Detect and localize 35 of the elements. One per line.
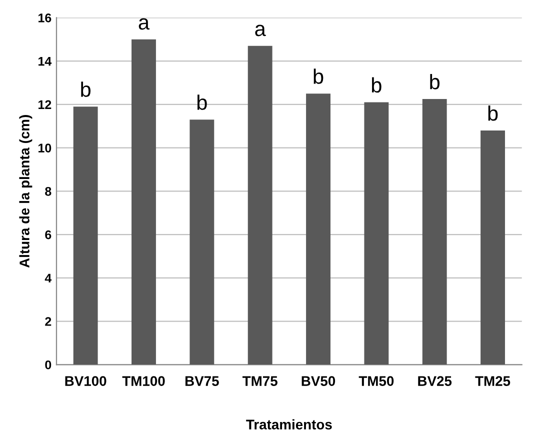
y-tick-label: 16 [38,13,52,22]
x-axis-title: Tratamientos [246,419,332,430]
y-tick-label: 12 [38,100,52,109]
annotation: a [138,18,150,30]
y-tick-label: 2 [45,317,52,326]
annotation: b [430,74,440,90]
y-tick-label: 14 [38,56,52,66]
y-axis-title: Altura de la planta (cm) [19,115,32,268]
x-tick-label: TM50 [358,376,394,386]
bar [132,39,156,365]
y-tick-label: 0 [45,360,52,370]
y-tick-label: 10 [38,144,52,152]
annotation: b [488,105,498,121]
x-tick-label: TM100 [122,376,165,386]
x-tick-label: BV50 [302,376,336,386]
annotation: b [314,68,324,84]
y-tick-label: 8 [45,186,52,196]
bar [190,120,214,365]
bar [364,102,389,365]
annotation: b [197,94,207,110]
y-tick-label: 4 [44,274,52,282]
y-tick-label: 6 [45,230,52,240]
bar [248,46,272,365]
annotation: b [81,82,90,97]
x-tick-label: BV25 [418,376,452,386]
annotation: a [255,24,266,36]
x-tick-label: BV75 [185,376,219,386]
bar [480,130,505,365]
bar [306,94,330,365]
annotation: b [372,77,382,93]
x-tick-label: BV100 [65,376,106,386]
bar [422,99,447,365]
x-tick-label: TM25 [475,376,510,386]
bar [73,106,98,365]
x-tick-label: TM75 [242,376,278,386]
